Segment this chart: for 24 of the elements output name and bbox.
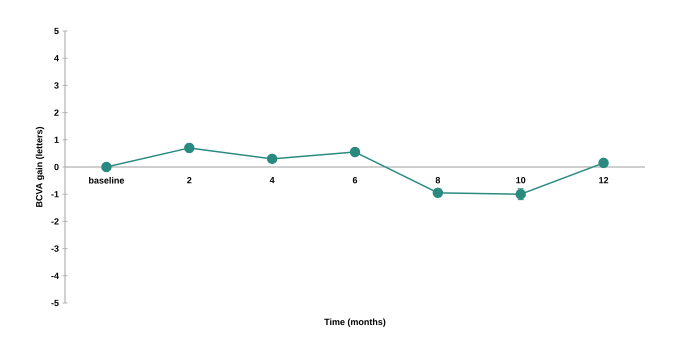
y-tick-label: 2: [54, 109, 59, 116]
y-tick-label: 4: [54, 55, 59, 62]
y-tick-label: 0: [54, 164, 59, 170]
x-tick-label: 2: [187, 176, 192, 184]
y-tick-label: -1: [51, 191, 59, 198]
point: [101, 162, 112, 172]
y-tick-label: -3: [51, 245, 59, 252]
x-tick-label: 4: [270, 176, 275, 184]
y-tick-label: -4: [51, 272, 59, 279]
x-tick-label: 6: [352, 176, 358, 184]
y-tick-label: -5: [51, 300, 59, 306]
x-tick-label: 12: [599, 176, 608, 184]
y-tick-label: 3: [54, 82, 59, 89]
x-tick-label: 8: [436, 176, 440, 184]
point: [598, 158, 609, 168]
y-tick-label: 1: [54, 136, 59, 143]
point: [266, 154, 278, 164]
x-tick-label: baseline: [89, 176, 124, 184]
y-tick-label: -2: [51, 218, 59, 225]
x-tick-label: 10: [516, 176, 526, 184]
y-axis-title: BCVA gain (letters): [36, 126, 44, 207]
y-tick-label: 5: [54, 28, 59, 34]
x-axis-title: Time (months): [324, 318, 386, 327]
point: [350, 146, 360, 158]
